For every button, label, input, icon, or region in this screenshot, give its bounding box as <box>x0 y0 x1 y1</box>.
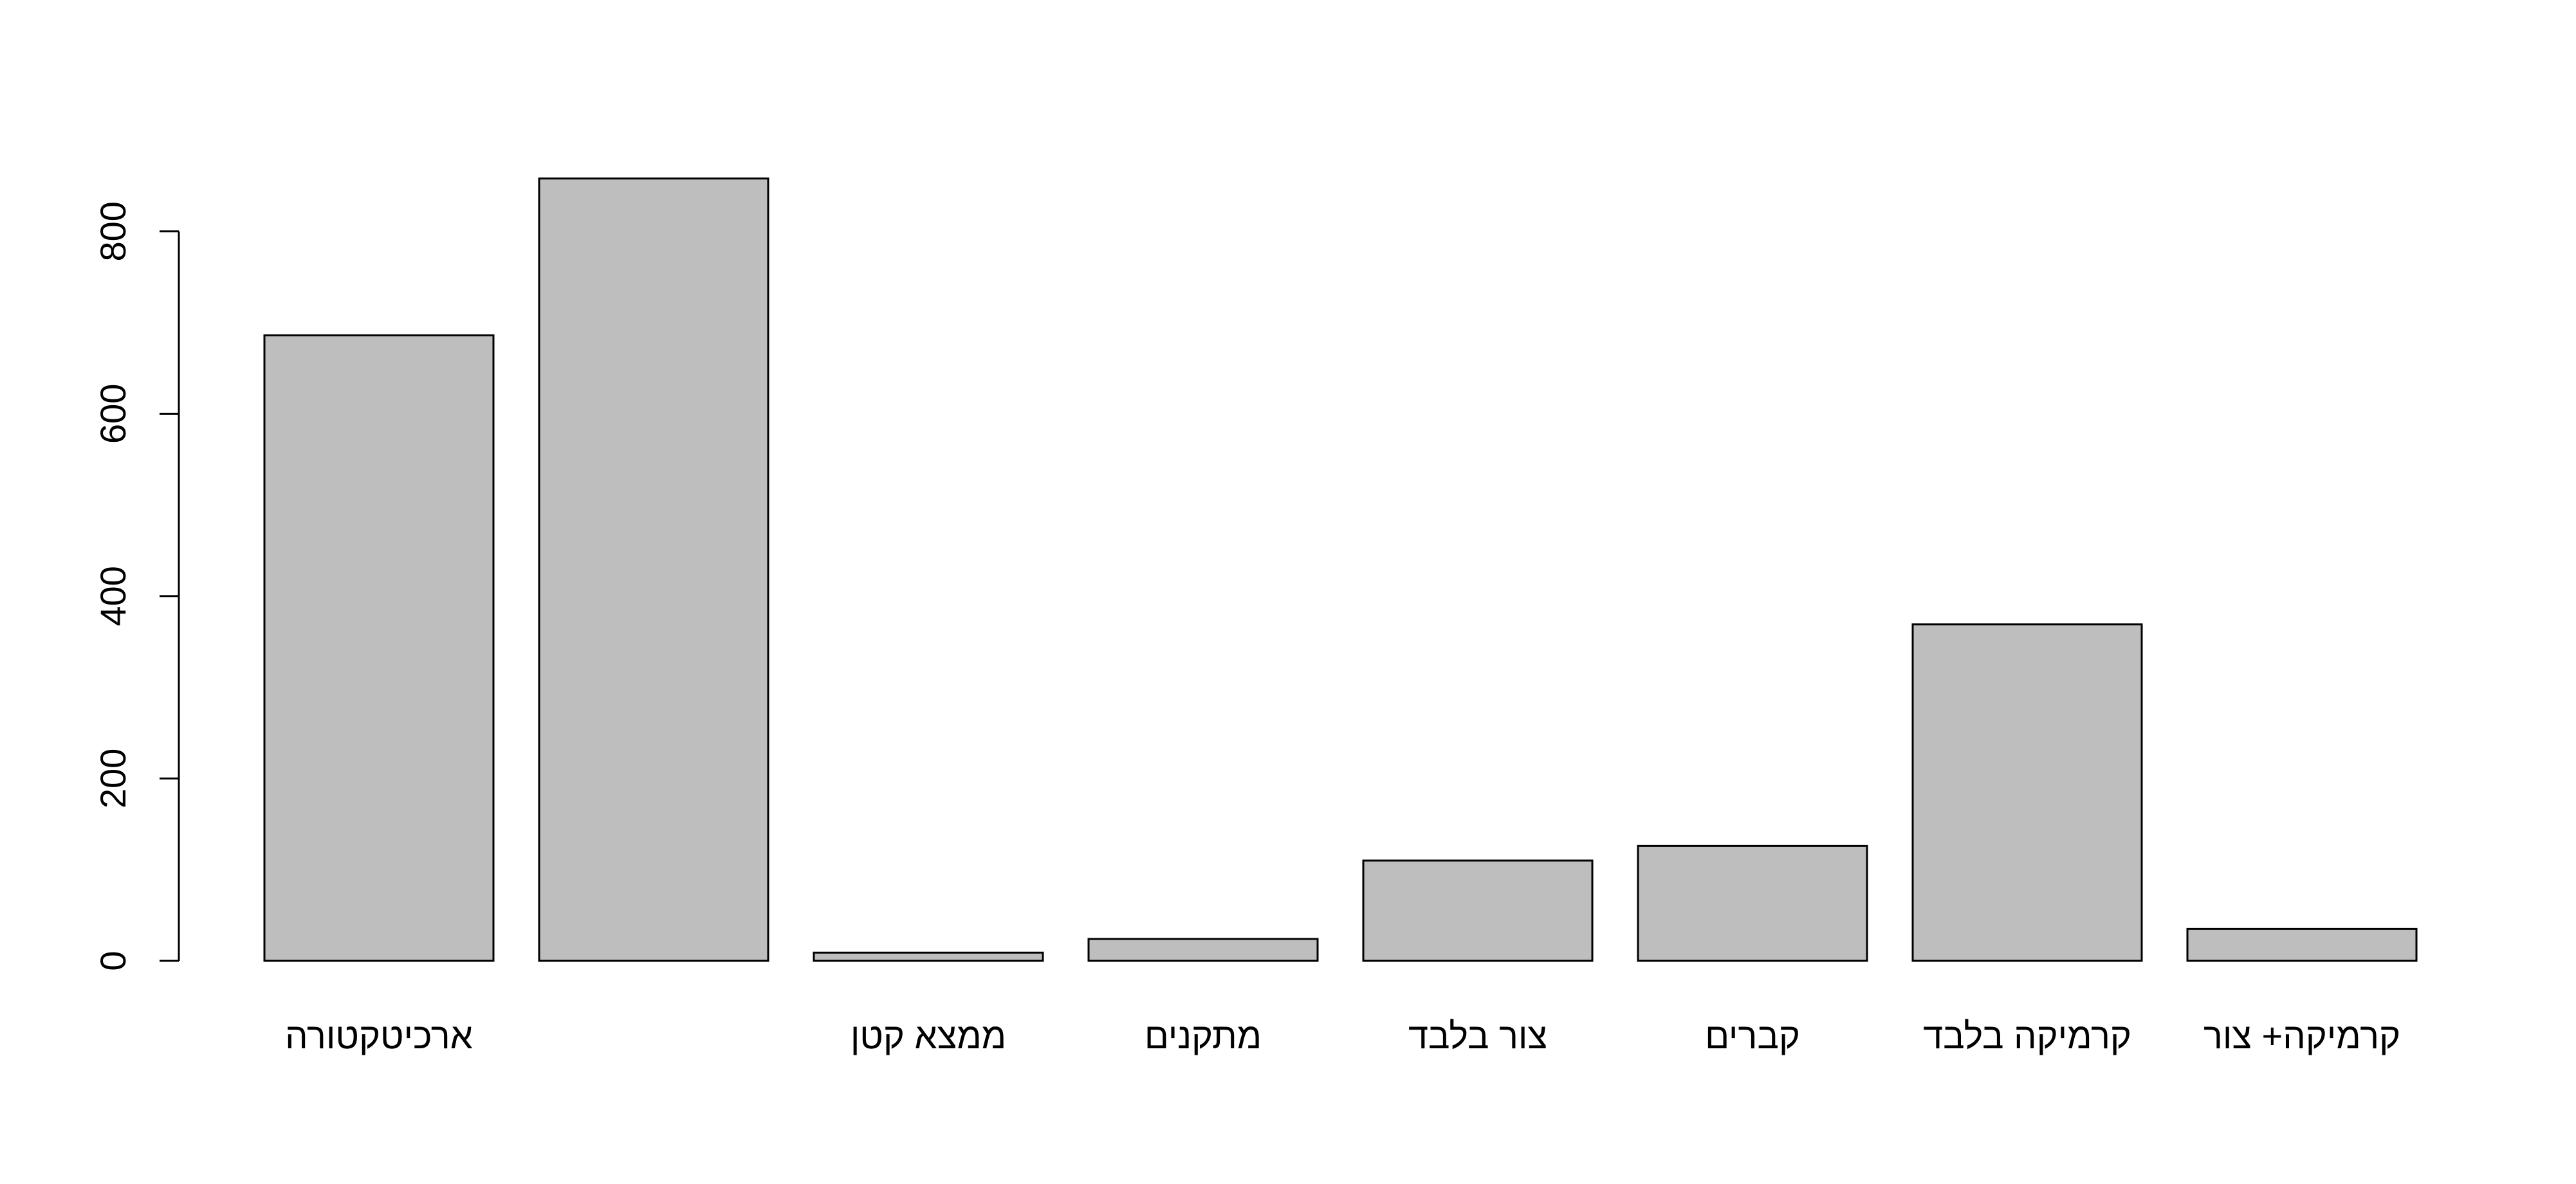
category-labels: ארכיטקטורה ממצא קטן מתקנים צור בלבד קברים קרמ… <box>285 1016 2400 1056</box>
bar-3 <box>1087 938 1319 962</box>
y-tick-label-0: 0 <box>93 951 133 970</box>
y-tick-label-200: 200 <box>93 749 133 808</box>
y-tick-label-800: 800 <box>93 201 133 261</box>
category-label-2: ממצא קטן <box>851 1016 1006 1056</box>
category-label-5: קברים <box>1705 1016 1800 1056</box>
category-label-6: קרמיקה בלבד <box>1923 1016 2131 1056</box>
y-tick-label-600: 600 <box>93 384 133 444</box>
bar-2 <box>813 951 1044 962</box>
bars <box>263 178 2418 962</box>
category-label-3: מתקנים <box>1145 1016 1262 1056</box>
bar-6 <box>1911 623 2143 962</box>
bar-0 <box>263 334 495 962</box>
category-label-0: ארכיטקטורה <box>285 1016 473 1056</box>
bar-1 <box>538 178 769 962</box>
bar-4 <box>1362 859 1594 962</box>
category-label-7: קרמיקה+ צור <box>2203 1016 2400 1056</box>
y-axis: 0 200 400 600 800 <box>93 201 180 971</box>
category-label-4: צור בלבד <box>1408 1016 1547 1056</box>
bar-5 <box>1637 844 1868 962</box>
y-tick-label-400: 400 <box>93 566 133 626</box>
bar-7 <box>2186 927 2418 962</box>
